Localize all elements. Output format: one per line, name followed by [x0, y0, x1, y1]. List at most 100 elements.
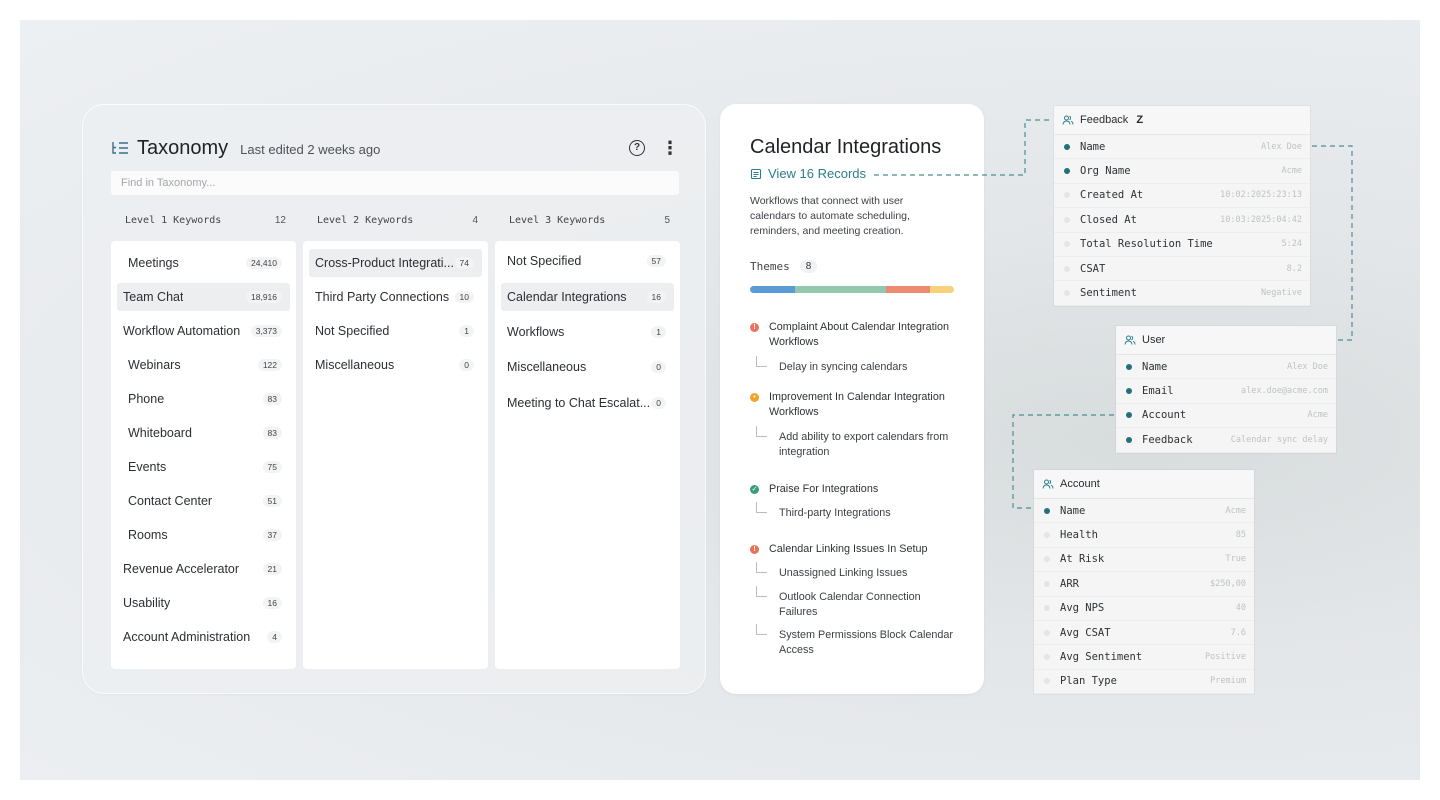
entity-field-row[interactable]: At Risk True [1034, 548, 1254, 573]
field-key: Created At [1080, 189, 1144, 202]
field-key: Email [1142, 385, 1174, 398]
last-edited-label: Last edited 2 weeks ago [240, 142, 381, 157]
sub-theme-item[interactable]: Outlook Calendar Connection Failures [750, 586, 960, 620]
field-key: ARR [1060, 577, 1079, 590]
entity-field-row[interactable]: Avg Sentiment Positive [1034, 645, 1254, 670]
taxonomy-tree-icon [111, 140, 129, 156]
field-value: Acme [1281, 166, 1302, 177]
entity-field-row[interactable]: Total Resolution Time 5:24 [1054, 233, 1310, 257]
unlinked-field-dot [1064, 192, 1070, 199]
positive-status-icon: ✓ [750, 485, 759, 494]
keyword-count-badge: 18,916 [246, 291, 282, 303]
entity-field-row[interactable]: Name Acme [1034, 499, 1254, 524]
sub-theme-item[interactable]: Unassigned Linking Issues [750, 562, 960, 581]
keyword-row[interactable]: Phone 83 [117, 385, 290, 413]
keyword-row[interactable]: Revenue Accelerator 21 [117, 555, 290, 583]
entity-field-row[interactable]: Email alex.doe@acme.com [1116, 379, 1336, 404]
keyword-row[interactable]: Account Administration 4 [117, 623, 290, 651]
entity-title: Feedback [1080, 114, 1129, 126]
view-records-link[interactable]: View 16 Records [750, 166, 866, 181]
improvement-status-icon: • [750, 393, 759, 402]
field-value: 40 [1235, 603, 1246, 614]
keyword-row[interactable]: Miscellaneous 0 [501, 353, 674, 381]
zendesk-icon: Z [1136, 114, 1144, 126]
entity-field-row[interactable]: ARR $250,00 [1034, 572, 1254, 597]
keyword-row[interactable]: Cross-Product Integrati... 74 [309, 249, 482, 277]
entity-field-row[interactable]: Health 85 [1034, 523, 1254, 548]
keyword-row[interactable]: Usability 16 [117, 589, 290, 617]
unlinked-field-dot [1064, 241, 1070, 248]
keyword-count-badge: 24,410 [246, 257, 282, 269]
unlinked-field-dot [1044, 654, 1050, 661]
theme-bar-segment [795, 286, 886, 293]
level-1-keyword-list: Meetings 24,410 Team Chat 18,916 Workflow Au… [111, 241, 296, 669]
level-2-keyword-list: Cross-Product Integrati... 74 Third Party … [303, 241, 488, 669]
sub-theme-item[interactable]: Add ability to export calendars from int… [750, 426, 960, 460]
sub-theme-item[interactable]: Third-party Integrations [750, 502, 960, 521]
entity-field-row[interactable]: Avg CSAT 7.6 [1034, 621, 1254, 646]
keyword-row[interactable]: Third Party Connections 10 [309, 283, 482, 311]
taxonomy-search-input[interactable] [111, 171, 679, 195]
keyword-row[interactable]: Webinars 122 [117, 351, 290, 379]
tree-connector [756, 356, 767, 367]
entity-field-row[interactable]: Created At 10:02:2025:23:13 [1054, 184, 1310, 209]
field-key: Name [1142, 360, 1168, 373]
level-2-header: Level 2 Keywords 4 [317, 215, 478, 229]
view-records-label[interactable]: View 16 Records [768, 166, 867, 181]
field-value: Negative [1261, 288, 1302, 299]
entity-field-row[interactable]: CSAT 8.2 [1054, 257, 1310, 282]
records-icon [750, 168, 762, 179]
theme-title: Improvement In Calendar Integration Work… [769, 391, 945, 418]
keyword-row[interactable]: Workflow Automation 3,373 [117, 317, 290, 345]
keyword-row[interactable]: Workflows 1 [501, 318, 674, 346]
entity-field-row[interactable]: Account Acme [1116, 404, 1336, 429]
keyword-row[interactable]: Events 75 [117, 453, 290, 481]
entity-field-row[interactable]: Closed At 10:03:2025:04:42 [1054, 208, 1310, 233]
keyword-label: Cross-Product Integrati... [315, 256, 454, 270]
field-value: Alex Doe [1261, 141, 1302, 152]
keyword-row[interactable]: Meetings 24,410 [117, 249, 290, 277]
keyword-row[interactable]: Rooms 37 [117, 521, 290, 549]
theme-item[interactable]: • Improvement In Calendar Integration Wor… [750, 390, 960, 420]
sub-theme-item[interactable]: Delay in syncing calendars [750, 356, 960, 375]
entity-field-row[interactable]: Avg NPS 40 [1034, 597, 1254, 621]
more-options-icon[interactable]: ⋮ [661, 138, 679, 158]
keyword-row[interactable]: Meeting to Chat Escalat... 0 [501, 389, 674, 417]
theme-item[interactable]: ! Complaint About Calendar Integration Wo… [750, 320, 960, 350]
entity-field-row[interactable]: Sentiment Negative [1054, 281, 1310, 306]
theme-detail-card: Calendar Integrations View 16 Records Wo… [720, 104, 984, 694]
unlinked-field-dot [1044, 605, 1050, 612]
themes-count-badge: 8 [799, 260, 818, 273]
keyword-label: Events [128, 460, 167, 474]
entity-field-row[interactable]: Name Alex Doe [1054, 135, 1310, 160]
sub-theme-item[interactable]: System Permissions Block Calendar Access [750, 624, 960, 658]
sub-theme-label: Unassigned Linking Issues [779, 567, 908, 579]
column-header-label: Level 2 Keywords [317, 215, 414, 226]
theme-item[interactable]: ! Calendar Linking Issues In Setup [750, 542, 960, 557]
field-value: Alex Doe [1287, 361, 1328, 372]
field-key: Health [1060, 529, 1098, 542]
help-icon[interactable]: ? [629, 140, 645, 156]
linked-field-dot [1044, 507, 1050, 514]
keyword-row[interactable]: Whiteboard 83 [117, 419, 290, 447]
keyword-row[interactable]: Contact Center 51 [117, 487, 290, 515]
keyword-count-badge: 75 [262, 461, 282, 473]
linked-field-dot [1126, 412, 1132, 419]
user-entity-card: User Name Alex Doe Email alex.doe@acme.com Ac… [1116, 326, 1336, 453]
field-value: 85 [1235, 530, 1246, 541]
keyword-row[interactable]: Not Specified 57 [501, 247, 674, 275]
entity-field-row[interactable]: Org Name Acme [1054, 159, 1310, 184]
entity-field-row[interactable]: Feedback Calendar sync delay [1116, 428, 1336, 453]
keyword-row[interactable]: Miscellaneous 0 [309, 351, 482, 379]
keyword-row[interactable]: Calendar Integrations 16 [501, 283, 674, 311]
keyword-label: Meeting to Chat Escalat... [507, 396, 651, 410]
theme-item[interactable]: ✓ Praise For Integrations [750, 482, 960, 497]
keyword-row[interactable]: Not Specified 1 [309, 317, 482, 345]
detail-title: Calendar Integrations [750, 136, 942, 158]
theme-bar-segment [886, 286, 930, 293]
entity-field-row[interactable]: Name Alex Doe [1116, 355, 1336, 380]
theme-title: Praise For Integrations [769, 483, 879, 495]
users-icon [1062, 115, 1074, 125]
keyword-row[interactable]: Team Chat 18,916 [117, 283, 290, 311]
entity-field-row[interactable]: Plan Type Premium [1034, 670, 1254, 695]
